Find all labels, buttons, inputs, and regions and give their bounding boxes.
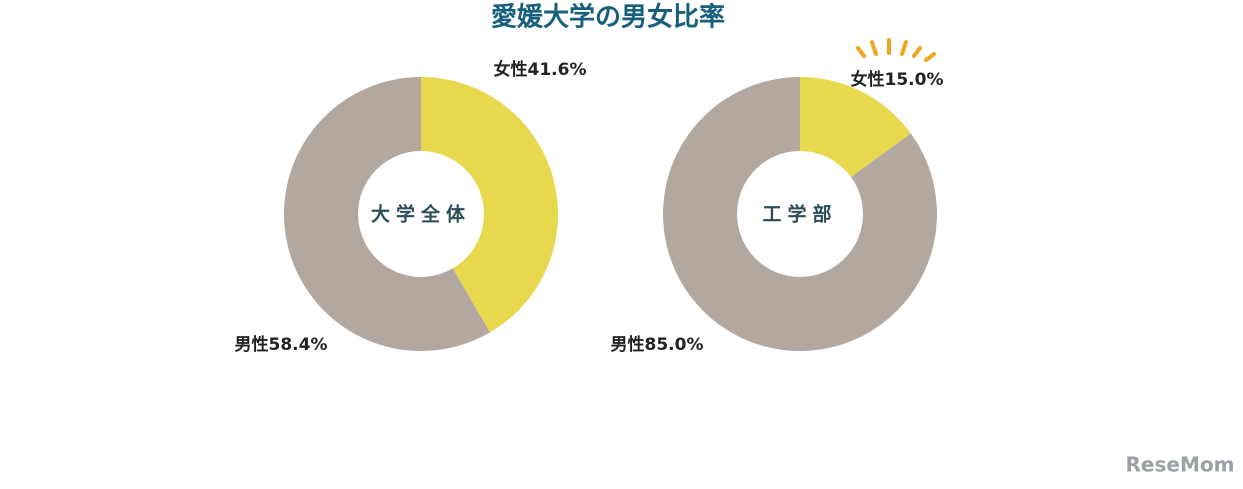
- donut-slice: [800, 77, 911, 177]
- value-label: 58.4%: [269, 335, 328, 355]
- center-label: 大学全体: [371, 203, 471, 226]
- category-label: 男性: [611, 334, 645, 355]
- donut-slice: [284, 77, 490, 351]
- value-label: 15.0%: [885, 70, 944, 90]
- chart-title: 愛媛大学の男女比率: [491, 2, 725, 33]
- sunburst-decoration: [856, 38, 936, 62]
- slice-label: 男性58.4%: [235, 334, 328, 355]
- center-label: 工学部: [762, 203, 837, 226]
- slice-label: 女性15.0%: [851, 69, 944, 90]
- category-label: 女性: [494, 59, 528, 80]
- category-label: 男性: [235, 334, 269, 355]
- watermark: ReseMom: [1126, 453, 1235, 477]
- value-label: 85.0%: [645, 335, 704, 355]
- donut-slice: [421, 77, 558, 333]
- category-label: 女性: [851, 69, 885, 90]
- donut-slice: [663, 76, 937, 351]
- slice-label: 男性85.0%: [611, 334, 704, 355]
- value-label: 41.6%: [528, 60, 587, 80]
- slice-label: 女性41.6%: [494, 59, 587, 80]
